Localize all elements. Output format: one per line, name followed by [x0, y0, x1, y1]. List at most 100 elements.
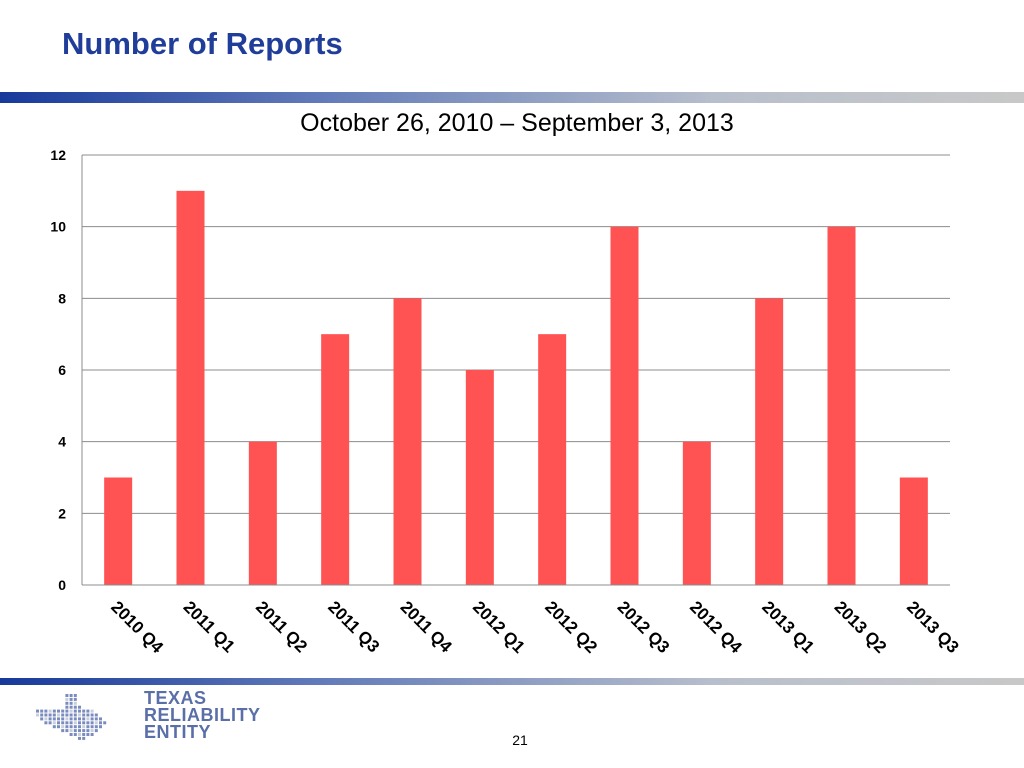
logo-dot — [90, 713, 94, 717]
logo-dot — [73, 725, 77, 729]
logo-dot — [65, 697, 69, 701]
y-tick-label: 2 — [58, 505, 66, 521]
logo-dot — [69, 697, 73, 701]
logo-dot — [36, 709, 39, 713]
logo-dot — [82, 725, 86, 729]
logo-dot — [48, 717, 52, 721]
logo-dot — [82, 721, 86, 725]
logo-dot — [78, 736, 81, 740]
logo-dot — [94, 717, 98, 721]
logo-text: TEXAS RELIABILITY ENTITY — [144, 688, 261, 742]
logo-dot — [86, 713, 90, 717]
bar — [827, 226, 856, 585]
logo-dot — [99, 717, 102, 721]
logo-dot — [73, 709, 77, 713]
logo-dot — [73, 701, 77, 705]
logo-dot — [73, 713, 77, 717]
logo-dot — [86, 709, 90, 713]
logo-dot — [52, 717, 56, 721]
x-tick-label: 2013 Q1 — [758, 597, 818, 657]
x-tick-label: 2012 Q2 — [541, 597, 601, 657]
logo-dot — [69, 713, 73, 717]
y-tick-label: 0 — [58, 577, 66, 593]
logo-dot — [57, 713, 60, 717]
y-tick-label: 10 — [50, 219, 66, 235]
chart-title: October 26, 2010 – September 3, 2013 — [300, 109, 734, 137]
bar — [682, 441, 711, 585]
logo-dot — [86, 729, 90, 733]
logo-dot — [73, 717, 77, 721]
slide-title: Number of Reports — [62, 26, 343, 61]
bar — [899, 477, 928, 585]
header-divider — [0, 92, 1024, 103]
logo-dot — [78, 705, 81, 709]
logo-dot — [48, 721, 52, 725]
logo-dot — [65, 725, 69, 729]
logo-dot — [61, 717, 65, 721]
logo-dot — [69, 733, 73, 736]
logo-dot — [65, 709, 69, 713]
x-tick-label: 2011 Q3 — [324, 597, 383, 656]
logo-dot — [40, 713, 44, 717]
logo-dot — [78, 709, 81, 713]
page-number: 21 — [512, 732, 528, 748]
bar-chart: October 26, 2010 – September 3, 2013 0 2 4… — [50, 109, 962, 657]
logo-dot — [73, 694, 77, 697]
x-tick-label: 2012 Q1 — [469, 597, 529, 657]
logo-dot — [94, 713, 98, 717]
logo-dot — [44, 709, 48, 713]
logo-dot — [94, 729, 98, 733]
logo-dot — [48, 709, 52, 713]
logo-dot — [78, 721, 81, 725]
logo-dot — [90, 721, 94, 725]
logo-dot — [52, 709, 56, 713]
logo-dot — [57, 717, 60, 721]
logo-dot — [36, 713, 39, 717]
logo-dot — [52, 725, 56, 729]
logo-dot — [86, 733, 90, 736]
logo-dot — [73, 729, 77, 733]
logo-dot — [61, 713, 65, 717]
logo-dot — [82, 713, 86, 717]
logo-dot — [90, 717, 94, 721]
logo-dot — [52, 721, 56, 725]
logo-dot — [73, 733, 77, 736]
bar — [610, 226, 639, 585]
logo-dot — [86, 717, 90, 721]
logo-dot — [73, 697, 77, 701]
logo-dot — [69, 705, 73, 709]
bar — [321, 334, 350, 585]
logo-dot — [94, 721, 98, 725]
logo-dot — [78, 729, 81, 733]
bar — [755, 298, 784, 585]
logo-dot — [40, 717, 44, 721]
logo-dot — [57, 709, 60, 713]
y-tick-label: 4 — [58, 434, 66, 450]
logo-dot — [78, 713, 81, 717]
logo-dot — [61, 721, 65, 725]
logo-dot — [65, 721, 69, 725]
x-tick-label: 2012 Q3 — [614, 597, 674, 657]
x-tick-label: 2011 Q4 — [397, 597, 456, 656]
x-tick-label: 2012 Q4 — [686, 597, 746, 657]
logo-dot — [73, 721, 77, 725]
logo-line: ENTITY — [144, 722, 212, 742]
logo-dot — [44, 721, 48, 725]
x-tick-label: 2011 Q1 — [180, 597, 239, 656]
footer-divider — [0, 678, 1024, 685]
logo-dot — [65, 729, 69, 733]
logo-dot — [90, 733, 94, 736]
logo-line: TEXAS — [144, 688, 207, 708]
logo-dot — [86, 725, 90, 729]
logo-dot — [69, 694, 73, 697]
logo-dot — [57, 721, 60, 725]
logo-dot — [99, 721, 102, 725]
logo-dot — [69, 721, 73, 725]
logo-dot — [78, 733, 81, 736]
logo-dot — [69, 725, 73, 729]
logo-dot — [52, 713, 56, 717]
bar — [393, 298, 422, 585]
logo-dot — [65, 717, 69, 721]
logo-dot — [78, 717, 81, 721]
logo-dot — [90, 729, 94, 733]
